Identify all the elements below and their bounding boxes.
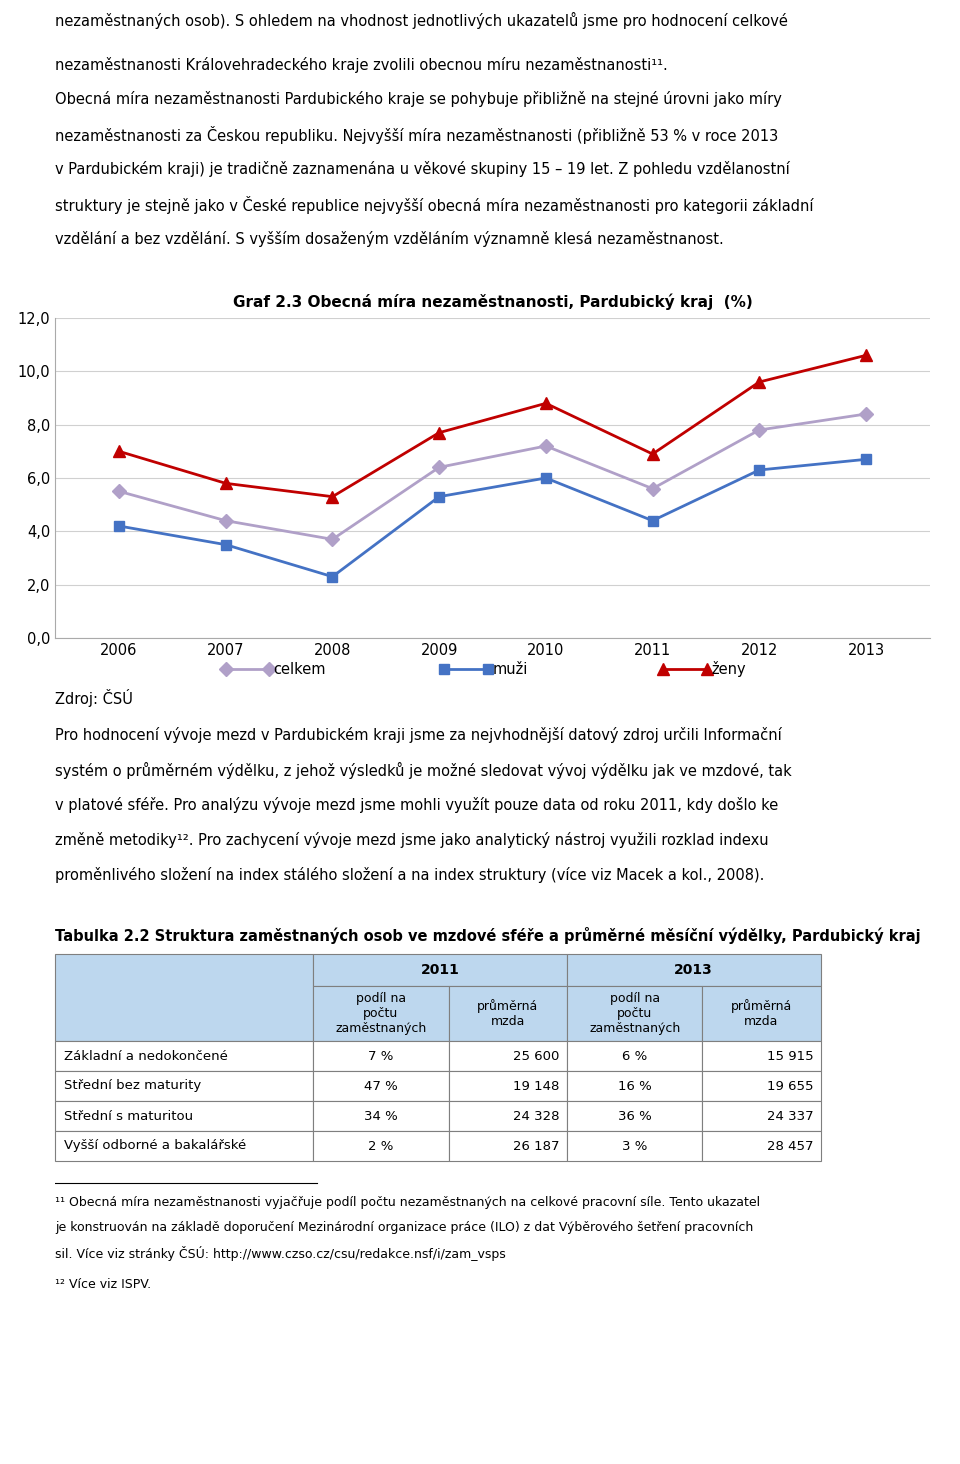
Text: nezaměstnanosti za Českou republiku. Nejvyšší míra nezaměstnanosti (přibližně 53: nezaměstnanosti za Českou republiku. Nej…	[55, 126, 779, 143]
FancyBboxPatch shape	[313, 1041, 448, 1072]
FancyBboxPatch shape	[55, 1101, 313, 1132]
Text: nezaměstnanosti Královehradeckého kraje zvolili obecnou míru nezaměstnanosti¹¹.: nezaměstnanosti Královehradeckého kraje …	[55, 57, 668, 73]
Text: 2013: 2013	[674, 963, 713, 976]
FancyBboxPatch shape	[703, 1132, 821, 1161]
Text: struktury je stejně jako v České republice nejvyšší obecná míra nezaměstnanosti : struktury je stejně jako v České republi…	[55, 196, 813, 214]
Text: proměnlivého složení na index stálého složení a na index struktury (více viz Mac: proměnlivého složení na index stálého sl…	[55, 867, 764, 883]
Text: 2011: 2011	[420, 963, 460, 976]
FancyBboxPatch shape	[703, 985, 821, 1041]
FancyBboxPatch shape	[55, 1132, 313, 1161]
Text: Obecná míra nezaměstnanosti Pardubického kraje se pohybuje přibližně na stejné ú: Obecná míra nezaměstnanosti Pardubického…	[55, 91, 781, 107]
FancyBboxPatch shape	[448, 1072, 566, 1101]
Text: Zdroj: ČSÚ: Zdroj: ČSÚ	[55, 690, 132, 707]
Text: Vyšší odborné a bakalářské: Vyšší odborné a bakalářské	[63, 1139, 246, 1152]
FancyBboxPatch shape	[55, 1072, 313, 1101]
Text: 19 148: 19 148	[514, 1079, 560, 1092]
Text: v platové sféře. Pro analýzu vývoje mezd jsme mohli využít pouze data od roku 20: v platové sféře. Pro analýzu vývoje mezd…	[55, 796, 779, 813]
FancyBboxPatch shape	[448, 1041, 566, 1072]
Text: 36 %: 36 %	[618, 1110, 652, 1123]
Text: v Pardubickém kraji) je tradičně zaznamenána u věkové skupiny 15 – 19 let. Z poh: v Pardubickém kraji) je tradičně zazname…	[55, 161, 790, 177]
Text: 25 600: 25 600	[514, 1050, 560, 1063]
FancyBboxPatch shape	[55, 955, 313, 1041]
Text: podíl na
počtu
zaměstnaných: podíl na počtu zaměstnaných	[335, 993, 426, 1035]
Text: průměrná
mzda: průměrná mzda	[731, 998, 792, 1028]
Text: celkem: celkem	[274, 662, 326, 676]
Text: 3 %: 3 %	[622, 1139, 647, 1152]
FancyBboxPatch shape	[566, 955, 821, 985]
Text: 24 337: 24 337	[767, 1110, 814, 1123]
Text: 24 328: 24 328	[514, 1110, 560, 1123]
FancyBboxPatch shape	[313, 955, 566, 985]
Text: 19 655: 19 655	[767, 1079, 814, 1092]
FancyBboxPatch shape	[703, 1101, 821, 1132]
Text: podíl na
počtu
zaměstnaných: podíl na počtu zaměstnaných	[589, 993, 681, 1035]
Text: 7 %: 7 %	[369, 1050, 394, 1063]
FancyBboxPatch shape	[448, 1101, 566, 1132]
Text: 26 187: 26 187	[514, 1139, 560, 1152]
FancyBboxPatch shape	[703, 1041, 821, 1072]
Text: 6 %: 6 %	[622, 1050, 647, 1063]
Text: ¹² Více viz ISPV.: ¹² Více viz ISPV.	[55, 1278, 151, 1291]
Text: nezaměstnaných osob). S ohledem na vhodnost jednotlivých ukazatelů jsme pro hodn: nezaměstnaných osob). S ohledem na vhodn…	[55, 12, 788, 29]
Text: 2 %: 2 %	[369, 1139, 394, 1152]
Text: 28 457: 28 457	[767, 1139, 814, 1152]
Text: 16 %: 16 %	[618, 1079, 652, 1092]
FancyBboxPatch shape	[566, 1072, 703, 1101]
Text: 34 %: 34 %	[364, 1110, 397, 1123]
Text: ¹¹ Obecná míra nezaměstnanosti vyjačřuje podíl počtu nezaměstnaných na celkové p: ¹¹ Obecná míra nezaměstnanosti vyjačřuje…	[55, 1196, 760, 1209]
Text: muži: muži	[492, 662, 528, 676]
Text: Graf 2.3 Obecná míra nezaměstnanosti, Pardubický kraj  (%): Graf 2.3 Obecná míra nezaměstnanosti, Pa…	[232, 294, 753, 310]
FancyBboxPatch shape	[313, 1072, 448, 1101]
FancyBboxPatch shape	[566, 985, 703, 1041]
Text: průměrná
mzda: průměrná mzda	[477, 998, 539, 1028]
Text: Střední s maturitou: Střední s maturitou	[63, 1110, 193, 1123]
Text: sil. Více viz stránky ČSÚ: http://www.czso.cz/csu/redakce.nsf/i/zam_vsps: sil. Více viz stránky ČSÚ: http://www.cz…	[55, 1246, 506, 1261]
Text: ženy: ženy	[711, 662, 746, 676]
Text: Tabulka 2.2 Struktura zaměstnaných osob ve mzdové sféře a průměrné měsíční výděl: Tabulka 2.2 Struktura zaměstnaných osob …	[55, 927, 921, 943]
Text: je konstruován na základě doporučení Mezinárodní organizace práce (ILO) z dat Vý: je konstruován na základě doporučení Mez…	[55, 1221, 754, 1234]
Text: 15 915: 15 915	[767, 1050, 814, 1063]
FancyBboxPatch shape	[566, 1132, 703, 1161]
FancyBboxPatch shape	[566, 1041, 703, 1072]
Text: Základní a nedokončené: Základní a nedokončené	[63, 1050, 228, 1063]
FancyBboxPatch shape	[313, 985, 448, 1041]
Text: změně metodiky¹². Pro zachycení vývoje mezd jsme jako analytický nástroj využili: změně metodiky¹². Pro zachycení vývoje m…	[55, 832, 769, 848]
FancyBboxPatch shape	[703, 1072, 821, 1101]
Text: systém o průměrném výdělku, z jehož výsledků je možné sledovat vývoj výdělku jak: systém o průměrném výdělku, z jehož výsl…	[55, 761, 792, 779]
Text: Pro hodnocení vývoje mezd v Pardubickém kraji jsme za nejvhodnější datový zdroj : Pro hodnocení vývoje mezd v Pardubickém …	[55, 728, 781, 744]
FancyBboxPatch shape	[448, 985, 566, 1041]
FancyBboxPatch shape	[313, 1132, 448, 1161]
Text: Střední bez maturity: Střední bez maturity	[63, 1079, 201, 1092]
FancyBboxPatch shape	[448, 1132, 566, 1161]
Text: 47 %: 47 %	[364, 1079, 397, 1092]
FancyBboxPatch shape	[566, 1101, 703, 1132]
FancyBboxPatch shape	[55, 1041, 313, 1072]
FancyBboxPatch shape	[313, 1101, 448, 1132]
Text: vzdělání a bez vzdělání. S vyšším dosaženým vzděláním významně klesá nezaměstnan: vzdělání a bez vzdělání. S vyšším dosaže…	[55, 231, 724, 247]
